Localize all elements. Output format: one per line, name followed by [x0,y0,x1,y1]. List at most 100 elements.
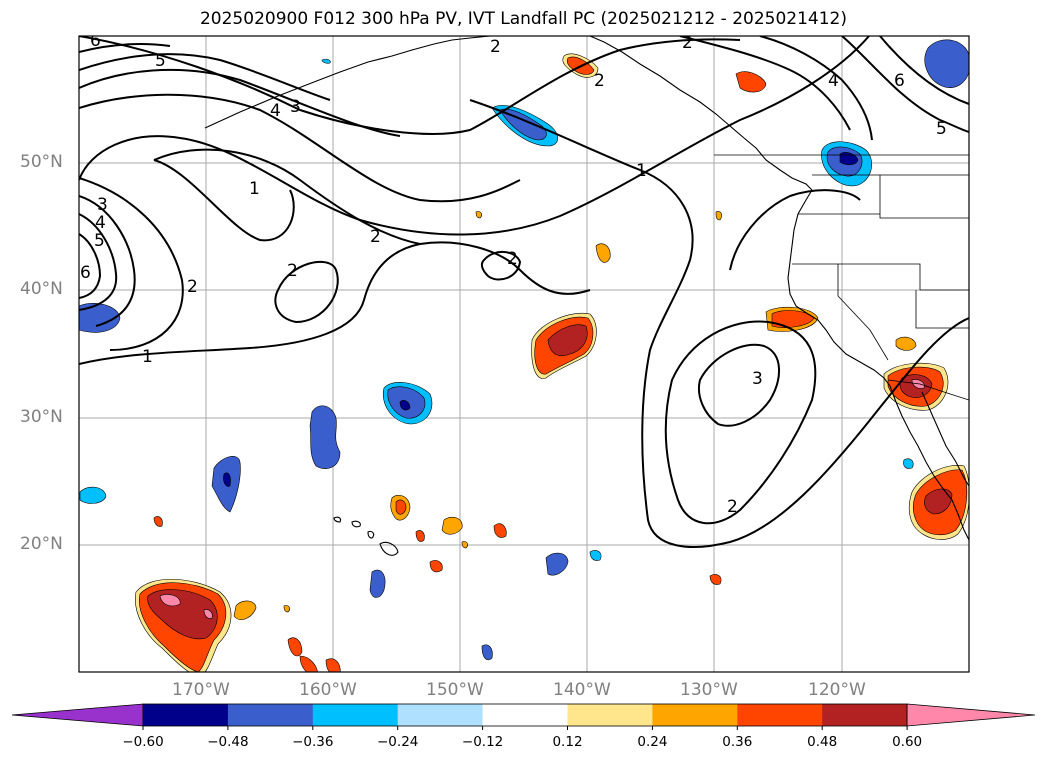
pv-contour-label: 2 [370,227,381,247]
pv-contour-3 [79,68,401,137]
ivt-positive-area [325,658,341,672]
lat-label-30n: 30°N [20,407,63,427]
colorbar-tick-label: −0.24 [377,734,419,750]
lon-label-170w: 170°W [172,680,230,700]
ivt-positive-area [299,655,318,672]
colorbar-tick-label: −0.36 [292,734,334,750]
ivt-positive-area [429,560,443,573]
colorbar-extend-min [11,703,144,727]
ivt-positive-area [283,605,290,613]
ivt-negative-area [481,644,493,661]
colorbar-tick-label: −0.12 [461,734,504,750]
us-mexico-border [887,379,969,401]
colorbar-tick-label: 0.60 [892,734,923,750]
ivt-negative-area [839,152,859,166]
pv-contour-5 [841,36,969,133]
gulf-of-california-coast [921,391,969,487]
ivt-negative-area [369,569,386,598]
colorbar-tick-label: 0.36 [722,734,753,750]
pv-contour-3 [79,195,136,327]
map-title: 2025020900 F012 300 hPa PV, IVT Landfall… [199,9,847,29]
ivt-positive-area [203,609,213,619]
colorbar-segment [737,704,823,726]
ivt-negative-area [79,303,121,333]
lat-label-50n: 50°N [20,152,63,172]
pv-contour-label: 2 [507,249,518,269]
state-border [879,175,969,219]
pv-contour-label: 3 [290,97,301,117]
borders [714,154,969,401]
hawaii-island [351,520,361,528]
lon-label-150w: 150°W [426,680,484,700]
ivt-positive-area [475,211,482,219]
pv-contour-3 [679,36,851,131]
state-border [837,264,889,361]
colorbar-segment [143,704,229,726]
pv-contour-1 [469,99,969,548]
ivt-positive-area [233,600,257,620]
ivt-negative-area [223,472,231,487]
pv-contour-1 [79,241,591,365]
pv-contour-label: 5 [155,51,166,71]
pv-contour-2 [664,320,817,525]
pv-contour-label: 4 [95,213,106,233]
colorbar-segment [482,704,568,726]
pv-contour-2 [274,260,339,324]
lon-label-160w: 160°W [299,680,357,700]
state-border [792,263,969,291]
pv-contour-2 [729,189,861,271]
lat-label-40n: 40°N [20,279,63,299]
ivt-positive-area [441,516,463,535]
ivt-positive-area [924,488,953,515]
ivt-negative-area [924,39,969,88]
ivt-positive-area [709,574,722,585]
pv-contour-label: 2 [187,277,198,297]
pv-contour-3 [698,343,781,427]
pv-contour-label: 2 [287,261,298,281]
hawaii-island [367,530,375,539]
lon-label-140w: 140°W [553,680,611,700]
pv-contour-5 [79,233,102,299]
pv-contour-label: 5 [936,119,947,139]
colorbar [11,703,1036,730]
colorbar-tick-label: −0.48 [207,734,249,750]
pv-contour-label: 6 [80,263,91,283]
pv-contour-6 [879,36,969,105]
ivt-positive-area [159,594,181,607]
pv-contour-4 [759,36,873,141]
pv-contour-5 [79,43,171,53]
pv-contours [79,36,969,548]
pv-contour-label: 3 [752,369,763,389]
lat-label-20n: 20°N [20,534,63,554]
colorbar-extend-max [906,703,1036,727]
colorbar-segment [397,704,484,726]
pv-contour-label: 4 [828,71,839,91]
colorbar-tick-label: 0.48 [807,734,838,750]
ivt-positive-area [461,541,468,549]
colorbar-segment [822,704,908,726]
colorbar-tick-label: 0.12 [552,734,583,750]
pv-contour-label: 2 [490,37,501,57]
pv-contour-label: 2 [682,33,693,53]
pv-contour-label: 4 [270,101,281,121]
us-west-coastline [787,189,891,387]
ivt-positive-area [153,516,163,527]
alaska-coastline [204,36,491,129]
pv-contour-2 [79,93,521,203]
colorbar-tick-label: −0.60 [122,734,164,750]
positive-ivt-areas [135,53,969,672]
ivt-positive-area [395,499,407,515]
colorbar-segment [567,704,653,726]
ivt-positive-area [735,71,767,93]
lon-label-120w: 120°W [808,680,866,700]
pv-contour-label: 1 [142,347,153,367]
pv-contour-label: 6 [90,31,101,51]
pv-contour-labels: 1 1 1 2 2 2 2 2 2 2 2 3 3 3 4 4 4 5 5 5 … [80,31,947,517]
pv-contour-4 [79,213,118,311]
ivt-negative-area [399,400,411,411]
ivt-positive-area [895,336,917,351]
pv-contour-label: 1 [249,179,260,199]
colorbar-segment [312,704,399,726]
graticule [79,36,969,672]
hawaii-island [379,541,399,556]
